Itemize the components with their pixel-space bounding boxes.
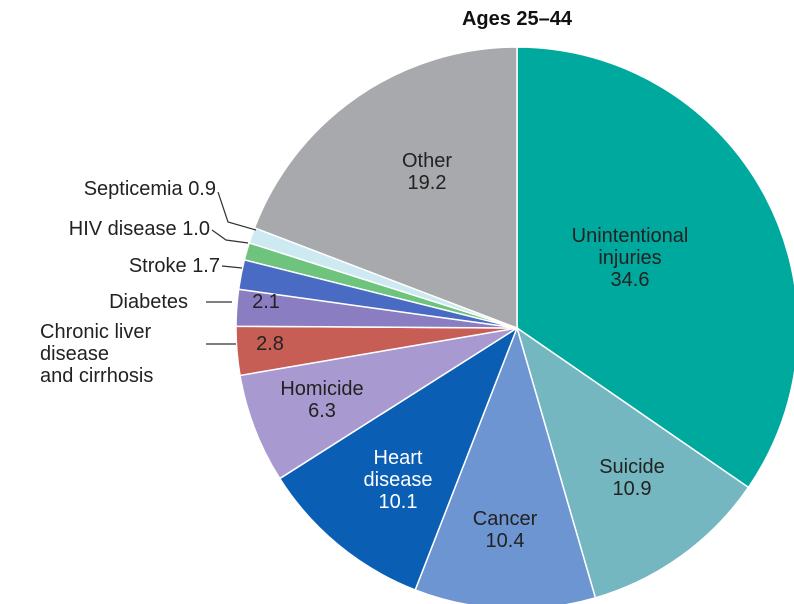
- value-label: 6.3: [308, 400, 336, 422]
- value-label: 1.0: [182, 218, 210, 240]
- slice-label: Suicide 10.9: [599, 456, 665, 500]
- leader-line: [217, 191, 257, 231]
- category-label: Unintentional injuries: [571, 225, 689, 269]
- slice-label: Septicemia 0.9: [84, 178, 216, 200]
- leader-line: [211, 229, 249, 244]
- pie-slice: [278, 326, 519, 591]
- category-label: Diabetes: [109, 291, 188, 313]
- value-label: 10.4: [485, 530, 525, 552]
- slice-label: Cancer 10.4: [473, 508, 537, 552]
- category-label: Suicide: [599, 456, 665, 478]
- value-label: 34.6: [610, 269, 650, 291]
- value-label: 0.9: [188, 178, 216, 200]
- slice-label: HIV disease 1.0: [69, 218, 210, 240]
- category-label: Heart disease: [363, 447, 433, 491]
- value-label: 2.8: [256, 333, 284, 355]
- slice-label: Homicide 6.3: [280, 378, 363, 422]
- value-label: 2.1: [252, 291, 280, 313]
- pie-slice: [515, 326, 750, 599]
- pie-slice: [414, 325, 597, 604]
- category-label: Homicide: [280, 378, 364, 400]
- value-label: 10.1: [378, 491, 418, 513]
- category-label: Septicemia: [83, 178, 183, 200]
- slice-label: Stroke 1.7: [129, 255, 220, 277]
- value-label: 19.2: [407, 172, 447, 194]
- category-label: Chronic liver disease and cirrhosis: [40, 321, 154, 387]
- value-label: 10.9: [612, 478, 652, 500]
- category-label: Cancer: [472, 508, 538, 530]
- value-label: 1.7: [192, 255, 220, 277]
- leader-line: [221, 265, 243, 269]
- category-label: Stroke: [128, 255, 187, 277]
- pie-slice: [516, 46, 794, 489]
- chart-title: Ages 25–44: [461, 8, 573, 30]
- slice-label: Unintentional injuries 34.6: [572, 225, 689, 291]
- pie-slice: [253, 46, 518, 330]
- slice-label: Other 19.2: [402, 150, 452, 194]
- category-label: Other: [401, 150, 453, 172]
- category-label: HIV disease: [68, 218, 177, 240]
- slice-label: Heart disease 10.1: [364, 447, 433, 513]
- leader-lines: [206, 191, 257, 345]
